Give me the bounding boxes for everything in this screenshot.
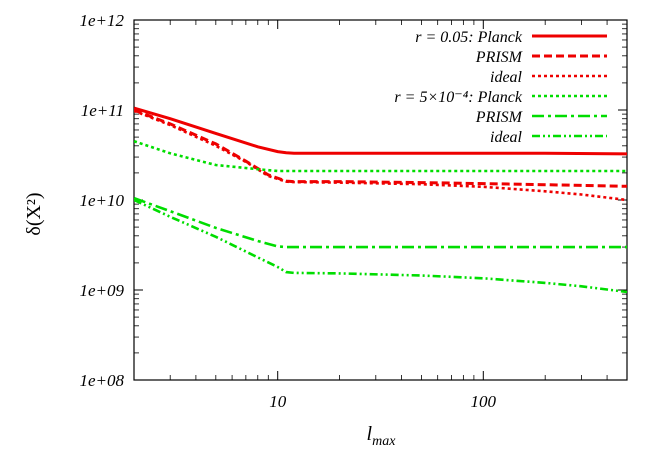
series-r5e4-prism [134,196,627,249]
legend: r = 0.05: Planck PRISM ideal r = 5×10⁻⁴: Pl… [394,29,607,146]
y-tick-label: 1e+12 [79,11,124,30]
legend-label: PRISM [475,109,524,126]
series-r5e4-planck [134,139,627,173]
series-r005-ideal [134,109,627,202]
legend-label: ideal [490,69,523,86]
x-axis-label-subscript: max [372,434,396,449]
series-r5e4-ideal [134,198,627,294]
legend-label: r = 0.05: Planck [415,29,523,46]
legend-label: ideal [490,129,523,146]
series-r005-planck [134,106,627,156]
series-lines [134,106,627,294]
legend-label: PRISM [475,49,524,66]
plot-frame [133,19,628,381]
x-tick-label: 10 [269,392,287,411]
x-axis-label: lmax [367,423,397,449]
x-axis-label-base: l [367,423,373,445]
series-r005-prism [134,108,627,188]
y-tick-label: 1e+08 [79,371,124,390]
y-axis-label: δ(X²) [23,192,45,235]
y-tick-label: 1e+11 [81,101,124,120]
legend-label: r = 5×10⁻⁴: Planck [394,89,522,106]
x-tick-label: 100 [471,392,497,411]
y-tick-label: 1e+10 [79,191,124,210]
plot-area [133,19,628,381]
axis-ticks: 1e+08 1e+09 1e+10 1e+11 1e+12 10 100 [79,11,627,411]
y-tick-label: 1e+09 [79,281,124,300]
